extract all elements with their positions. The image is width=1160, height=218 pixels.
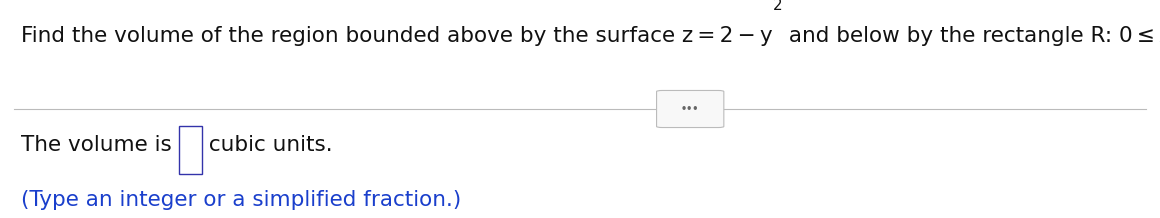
Text: cubic units.: cubic units. [202,135,332,155]
FancyBboxPatch shape [657,90,724,128]
FancyBboxPatch shape [179,126,202,174]
Text: 2: 2 [773,0,782,13]
Text: The volume is: The volume is [21,135,179,155]
Text: (Type an integer or a simplified fraction.): (Type an integer or a simplified fractio… [21,190,462,210]
Text: •••: ••• [681,104,699,114]
Text: and below by the rectangle R: 0 ≤ x ≤ 2, 0 ≤ y ≤ 2.: and below by the rectangle R: 0 ≤ x ≤ 2,… [782,26,1160,46]
Text: z = 2 − y: z = 2 − y [682,26,773,46]
Text: Find the volume of the region bounded above by the surface: Find the volume of the region bounded ab… [21,26,682,46]
